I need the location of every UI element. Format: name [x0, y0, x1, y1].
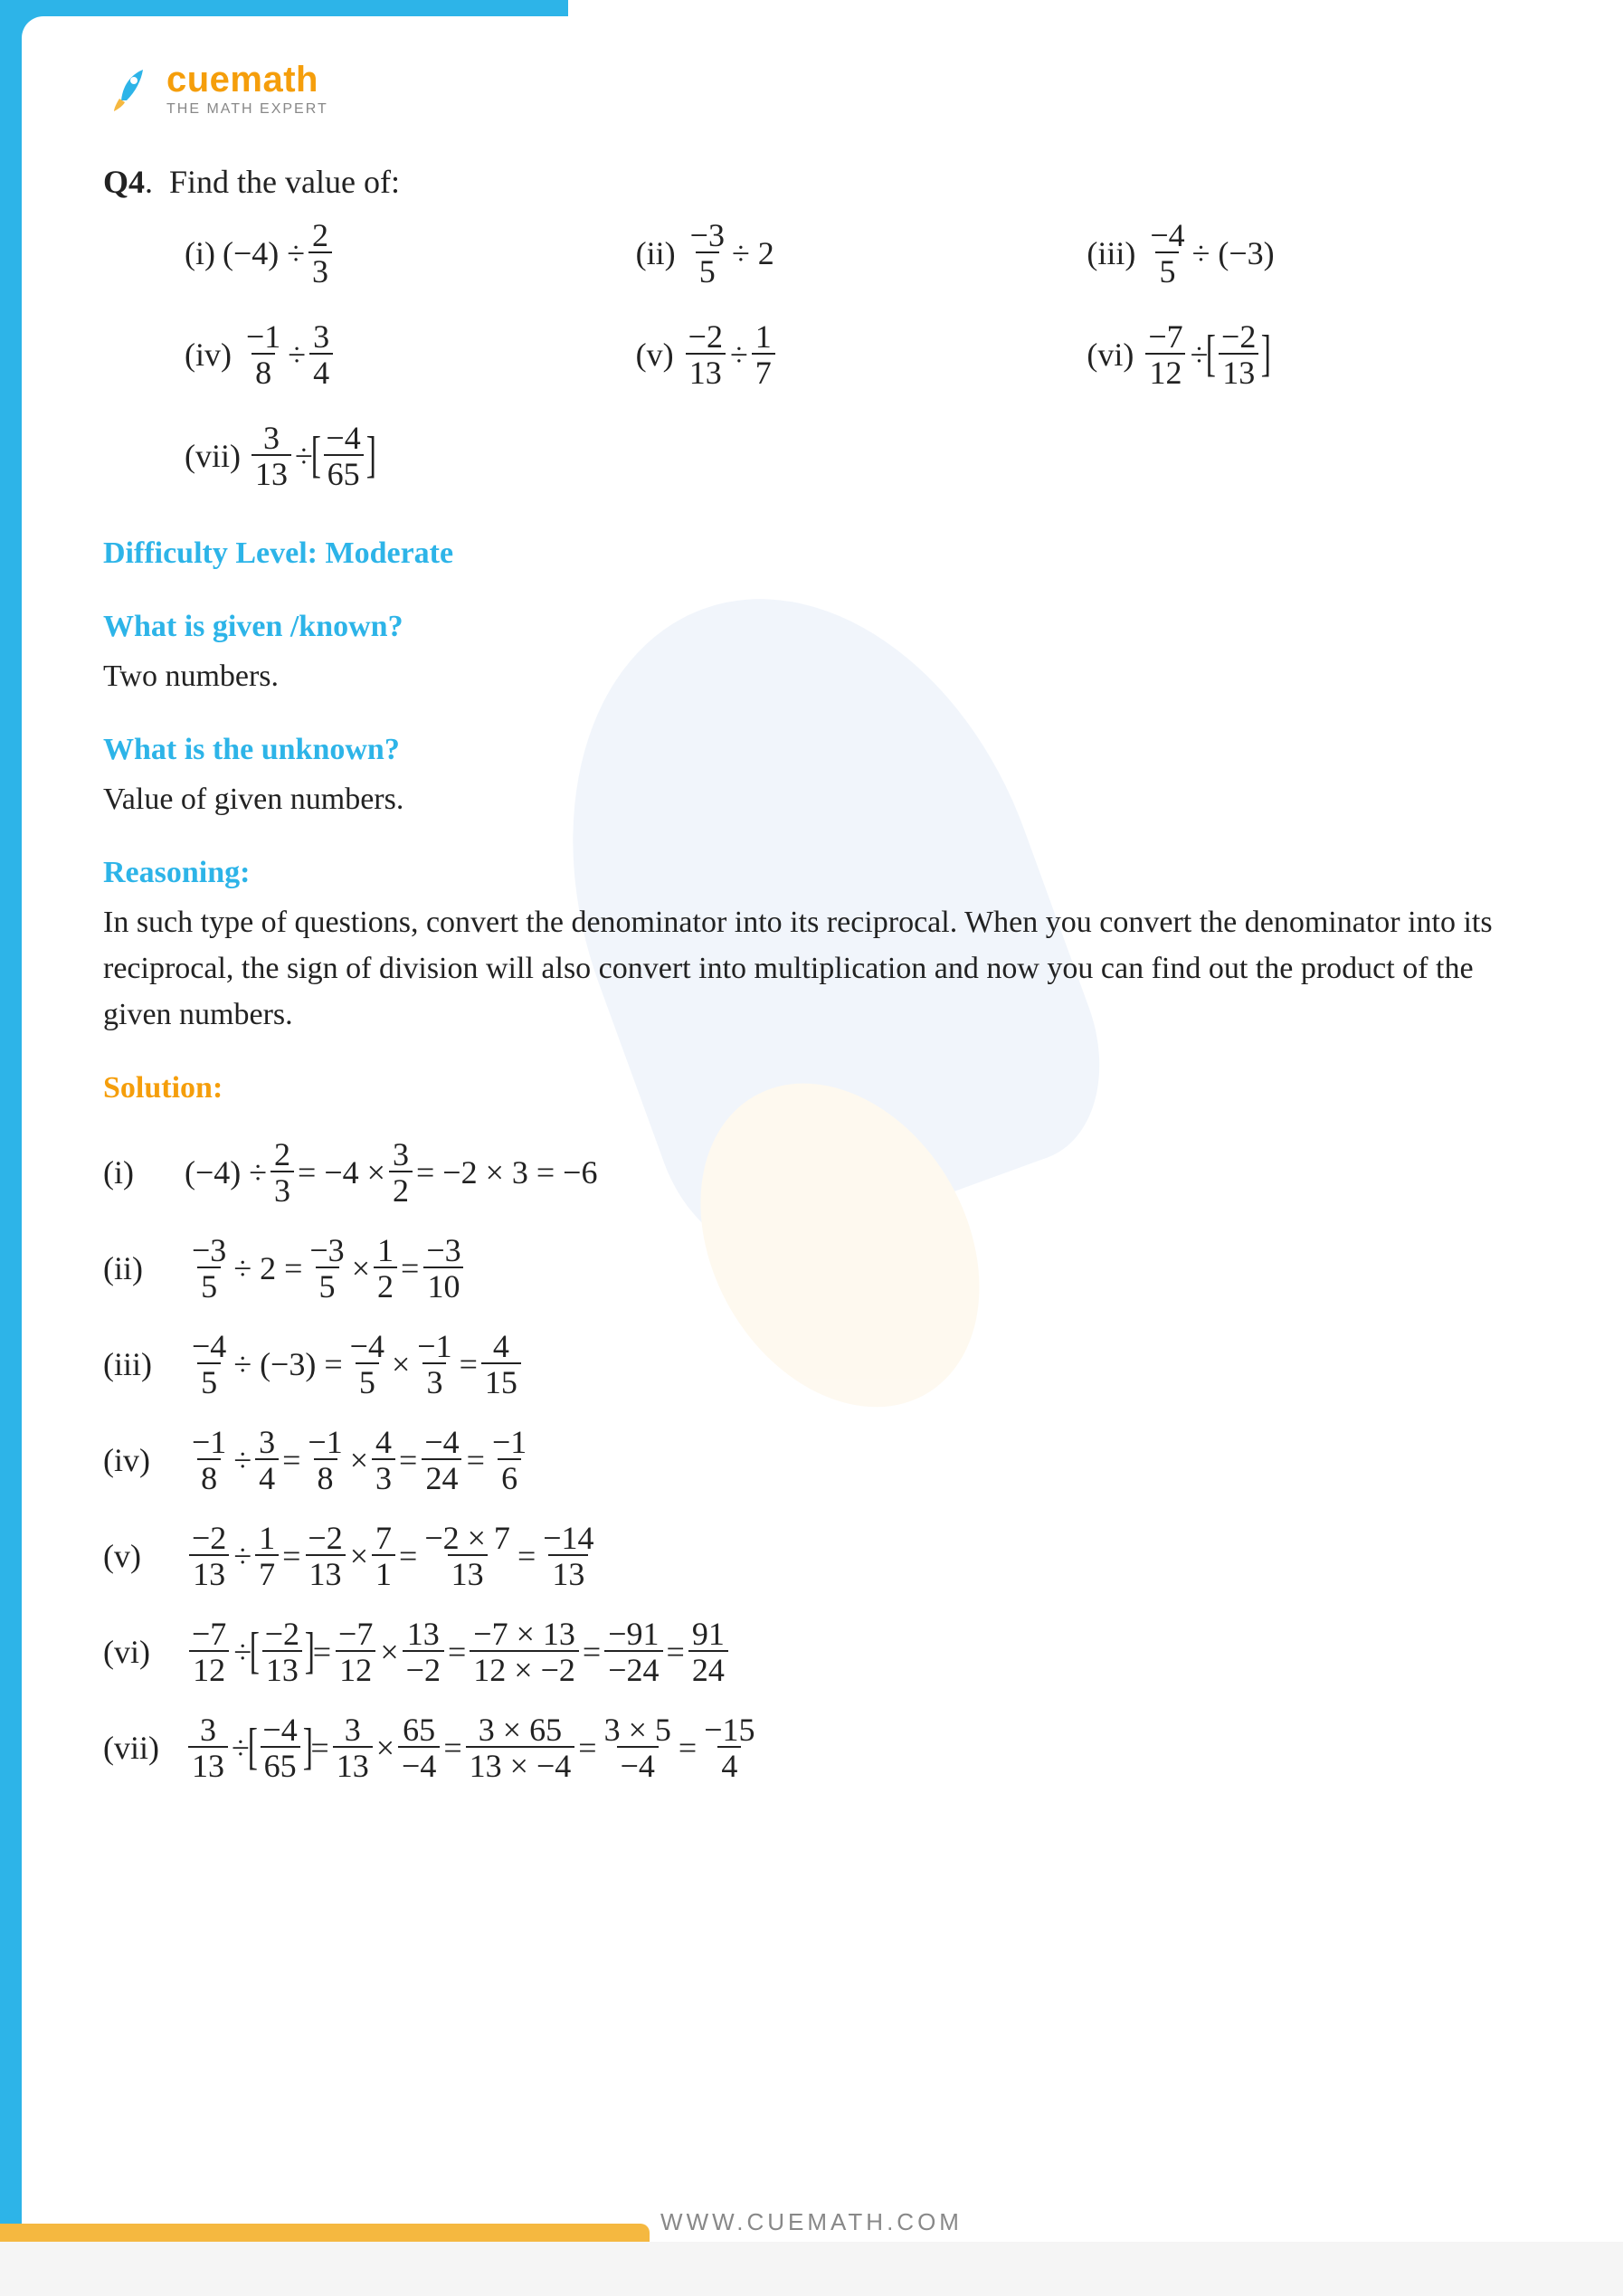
solution-vi: (vi) −712 ÷ [−213] = −712 × 13−2 = −7 × … — [103, 1618, 1520, 1686]
reasoning-heading: Reasoning: — [103, 849, 1520, 896]
logo: cuemath THE MATH EXPERT — [103, 62, 1520, 118]
solution-iii: (iii) −45 ÷ (−3) = −45 × −13 = 415 — [103, 1330, 1520, 1399]
solution-v: (v) −213 ÷ 17 = −213 × 71 = −2 × 713 = −… — [103, 1522, 1520, 1590]
question-prompt: Find the value of: — [169, 164, 400, 200]
content: Q4. Find the value of: (i) (−4) ÷ 23 (ii… — [103, 157, 1520, 1782]
given-text: Two numbers. — [103, 653, 1520, 699]
solution-iv: (iv) −18 ÷ 34 = −18 × 43 = −424 = −16 — [103, 1426, 1520, 1494]
unknown-heading: What is the unknown? — [103, 726, 1520, 773]
difficulty-heading: Difficulty Level: Moderate — [103, 530, 1520, 576]
reasoning-text: In such type of questions, convert the d… — [103, 899, 1520, 1038]
logo-tagline: THE MATH EXPERT — [166, 101, 328, 118]
solution-ii: (ii) −35 ÷ 2 = −35 × 12 = −310 — [103, 1234, 1520, 1303]
solution-vii: (vii) 313 ÷ [−465] = 313 × 65−4 = 3 × 65… — [103, 1713, 1520, 1782]
part-vii: (vii) 313 ÷ [−465] — [185, 422, 618, 490]
question-header: Q4. Find the value of: — [103, 157, 1520, 206]
footer-url: WWW.CUEMATH.COM — [660, 2208, 963, 2236]
part-vi: (vi) −712 ÷ [−213] — [1087, 320, 1520, 389]
unknown-text: Value of given numbers. — [103, 776, 1520, 822]
solution-i: (i) (−4) ÷ 23 = −4 × 32 = −2 × 3 = −6 — [103, 1138, 1520, 1207]
question-number: Q4 — [103, 164, 145, 200]
page-frame: cuemath THE MATH EXPERT Q4. Find the val… — [0, 0, 1623, 2242]
yellow-accent-bar — [0, 2224, 650, 2242]
question-parts: (i) (−4) ÷ 23 (ii) −35 ÷ 2 (iii) −45 ÷ (… — [103, 219, 1520, 490]
given-heading: What is given /known? — [103, 603, 1520, 650]
page: cuemath THE MATH EXPERT Q4. Find the val… — [22, 16, 1601, 2242]
rocket-icon — [103, 64, 154, 115]
part-ii: (ii) −35 ÷ 2 — [636, 219, 1069, 288]
part-i: (i) (−4) ÷ 23 — [185, 219, 618, 288]
solution-heading: Solution: — [103, 1065, 1520, 1111]
part-iii: (iii) −45 ÷ (−3) — [1087, 219, 1520, 288]
solutions: (i) (−4) ÷ 23 = −4 × 32 = −2 × 3 = −6 (i… — [103, 1138, 1520, 1782]
logo-brand: cuemath — [166, 62, 328, 98]
part-v: (v) −213 ÷ 17 — [636, 320, 1069, 389]
part-iv: (iv) −18 ÷ 34 — [185, 320, 618, 389]
